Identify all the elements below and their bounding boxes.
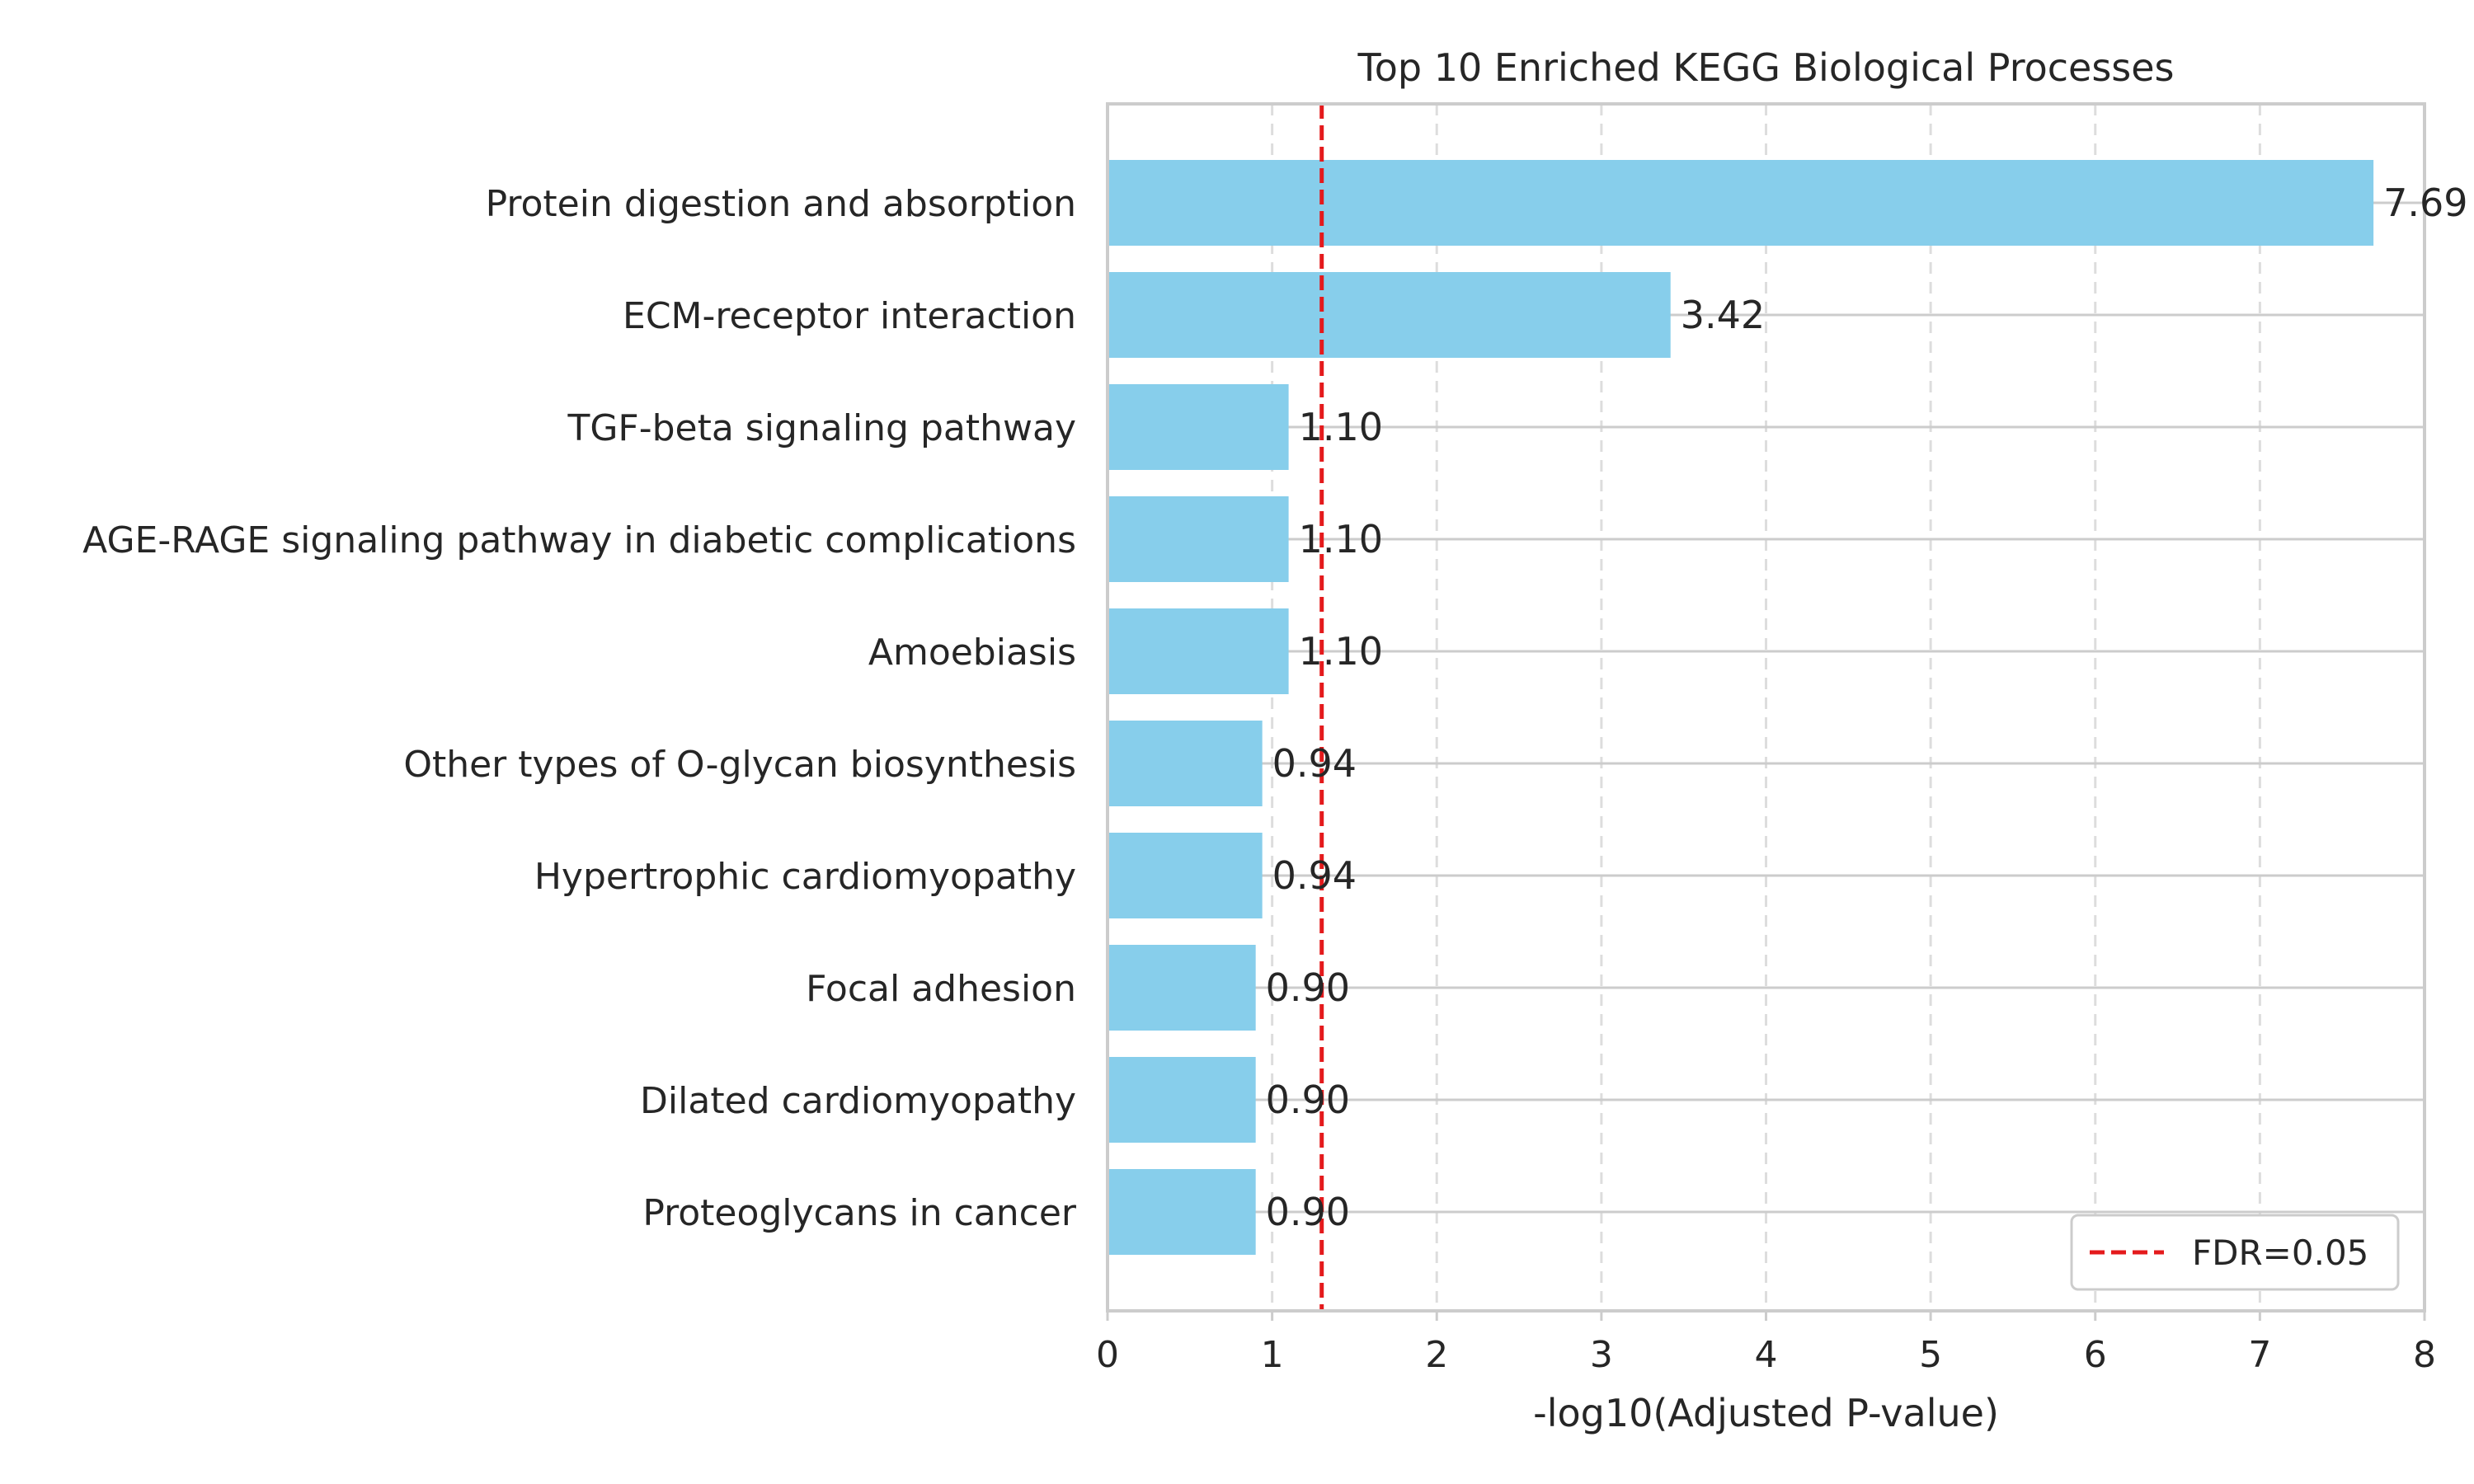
x-tick-label: 2 (1425, 1334, 1448, 1376)
category-label: TGF-beta signaling pathway (567, 407, 1076, 449)
bar (1108, 160, 2374, 246)
category-label: Amoebiasis (868, 632, 1076, 674)
category-label: ECM-receptor interaction (623, 295, 1076, 337)
x-tick-label: 1 (1261, 1334, 1284, 1376)
bar (1108, 721, 1263, 806)
category-label: Other types of O-glycan biosynthesis (403, 744, 1076, 786)
bar (1108, 1169, 1256, 1255)
bars (1108, 160, 2374, 1255)
value-label: 3.42 (1681, 293, 1765, 337)
category-label: AGE-RAGE signaling pathway in diabetic c… (82, 519, 1076, 561)
x-tick-label: 0 (1096, 1334, 1119, 1376)
x-axis-label: -log10(Adjusted P-value) (1533, 1391, 1999, 1435)
category-label: Dilated cardiomyopathy (640, 1080, 1076, 1122)
value-label: 1.10 (1299, 517, 1383, 561)
category-label: Proteoglycans in cancer (642, 1192, 1077, 1234)
category-label: Hypertrophic cardiomyopathy (534, 856, 1076, 898)
x-axis-ticks: 0 1 2 3 4 5 6 7 8 (1096, 1311, 2436, 1376)
category-label: Focal adhesion (806, 968, 1076, 1010)
bar (1108, 384, 1289, 470)
x-tick-label: 3 (1590, 1334, 1613, 1376)
value-labels: 7.69 3.42 1.10 1.10 1.10 0.94 0.94 0.90 0.90 0.90 (1266, 181, 2468, 1234)
x-tick-label: 6 (2084, 1334, 2107, 1376)
x-tick-label: 7 (2248, 1334, 2271, 1376)
value-label: 0.90 (1266, 1190, 1350, 1234)
legend-box (2070, 1214, 2400, 1291)
value-label: 7.69 (2383, 181, 2467, 225)
value-label: 0.94 (1272, 741, 1357, 786)
value-label: 0.90 (1266, 1078, 1350, 1122)
legend: FDR=0.05 (2070, 1214, 2400, 1291)
category-label: Protein digestion and absorption (486, 183, 1076, 225)
x-tick-label: 5 (1919, 1334, 1942, 1376)
bar (1108, 833, 1263, 918)
bar (1108, 272, 1671, 358)
x-tick-label: 8 (2413, 1334, 2436, 1376)
bar (1108, 945, 1256, 1031)
category-labels: Protein digestion and absorption ECM-rece… (82, 183, 1077, 1234)
value-label: 0.90 (1266, 965, 1350, 1010)
legend-label: FDR=0.05 (2192, 1233, 2368, 1273)
value-label: 0.94 (1272, 853, 1357, 898)
x-tick-label: 4 (1755, 1334, 1778, 1376)
value-label: 1.10 (1299, 405, 1383, 449)
value-label: 1.10 (1299, 629, 1383, 674)
chart-title: Top 10 Enriched KEGG Biological Processe… (1357, 45, 2174, 90)
bar (1108, 496, 1289, 582)
bar (1108, 608, 1289, 694)
bar (1108, 1057, 1256, 1143)
